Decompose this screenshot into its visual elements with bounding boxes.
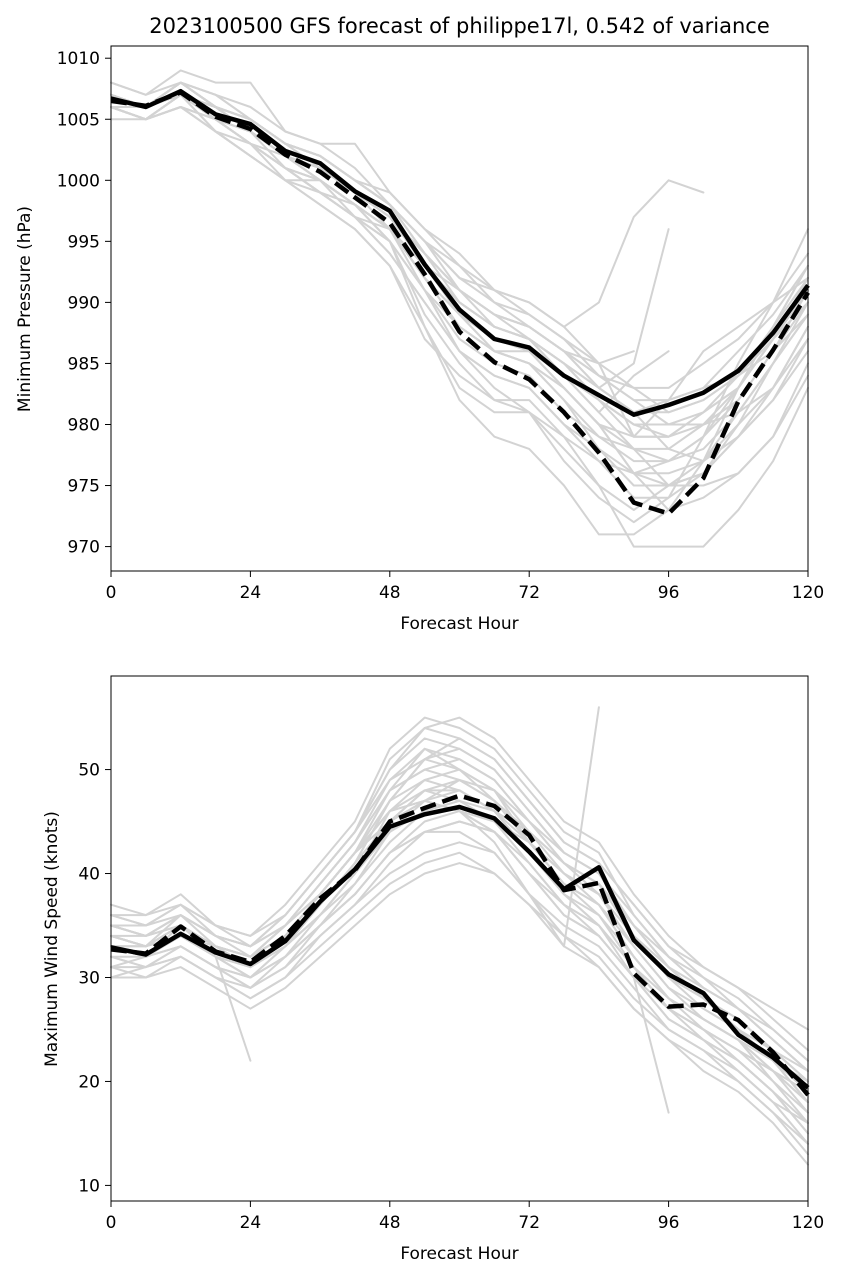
pressure-y-axis-title: Minimum Pressure (hPa) (15, 206, 35, 412)
pressure-y-tick-label: 990 (68, 293, 100, 313)
wind-ensemble-member-line-14 (110, 716, 809, 1052)
pressure-solid-black-line (110, 88, 810, 417)
wind-series-group (110, 706, 810, 1166)
pressure-x-tick-label: 48 (379, 583, 401, 603)
pressure-y-tick-label: 970 (68, 538, 100, 558)
pressure-x-tick-label: 0 (106, 583, 117, 603)
wind-x-tick-label: 72 (518, 1213, 540, 1233)
wind-ensemble-member-line-27 (110, 727, 809, 1031)
wind-axes: 0 24 48 72 96 120 10 20 30 40 50 (78, 675, 824, 1233)
wind-solid-black-line (110, 804, 810, 1090)
wind-y-tick-label: 20 (78, 1072, 100, 1092)
wind-ensemble-member-line-32 (110, 799, 670, 1114)
wind-dashed-black-line (110, 793, 810, 1097)
pressure-ensemble-member-line-24 (110, 106, 809, 499)
wind-y-tick-label: 10 (78, 1176, 100, 1196)
wind-y-tick-label: 40 (78, 865, 100, 885)
wind-chart: 0 24 48 72 96 120 10 20 30 40 50 Forecast Hour Max… (42, 675, 824, 1264)
pressure-dashed-black-line (110, 90, 810, 516)
pressure-plot-frame (110, 45, 809, 572)
pressure-y-tick-label: 1005 (57, 110, 100, 130)
pressure-series-group (110, 69, 810, 548)
pressure-x-tick-label: 96 (658, 583, 680, 603)
pressure-ensemble-member-line-2 (110, 69, 809, 438)
pressure-y-tick-label: 975 (68, 477, 100, 497)
pressure-x-tick-label: 120 (792, 583, 824, 603)
pressure-axes: 0 24 48 72 96 120 970 975 980 985 990 995 1000 1005 10… (57, 45, 824, 603)
wind-x-axis-title: Forecast Hour (400, 1244, 518, 1264)
wind-x-tick-label: 24 (240, 1213, 262, 1233)
pressure-y-tick-label: 985 (68, 354, 100, 374)
wind-ensemble-member-line-28 (110, 820, 809, 1124)
wind-plot-frame (110, 675, 809, 1202)
pressure-y-tick-label: 980 (68, 415, 100, 435)
pressure-y-tick-label: 995 (68, 232, 100, 252)
wind-ensemble-member-line-15 (110, 830, 809, 1145)
wind-x-tick-label: 0 (106, 1213, 117, 1233)
wind-x-tick-label: 120 (792, 1213, 824, 1233)
pressure-y-tick-label: 1010 (57, 49, 100, 69)
wind-y-tick-label: 30 (78, 968, 100, 988)
wind-ensemble-member-line-19 (110, 851, 809, 1124)
wind-x-tick-label: 48 (379, 1213, 401, 1233)
pressure-chart: 2023100500 GFS forecast of philippe17l, … (15, 14, 824, 634)
pressure-y-tick-label: 1000 (57, 171, 100, 191)
wind-x-tick-label: 96 (658, 1213, 680, 1233)
pressure-x-tick-label: 72 (518, 583, 540, 603)
pressure-x-axis-title: Forecast Hour (400, 614, 518, 634)
pressure-ensemble-member-line-30 (110, 81, 705, 328)
chart-title: 2023100500 GFS forecast of philippe17l, … (149, 14, 770, 38)
wind-ensemble-member-line-26 (110, 862, 809, 1166)
wind-y-axis-title: Maximum Wind Speed (knots) (42, 811, 62, 1067)
wind-y-tick-label: 50 (78, 761, 100, 781)
pressure-x-tick-label: 24 (240, 583, 262, 603)
